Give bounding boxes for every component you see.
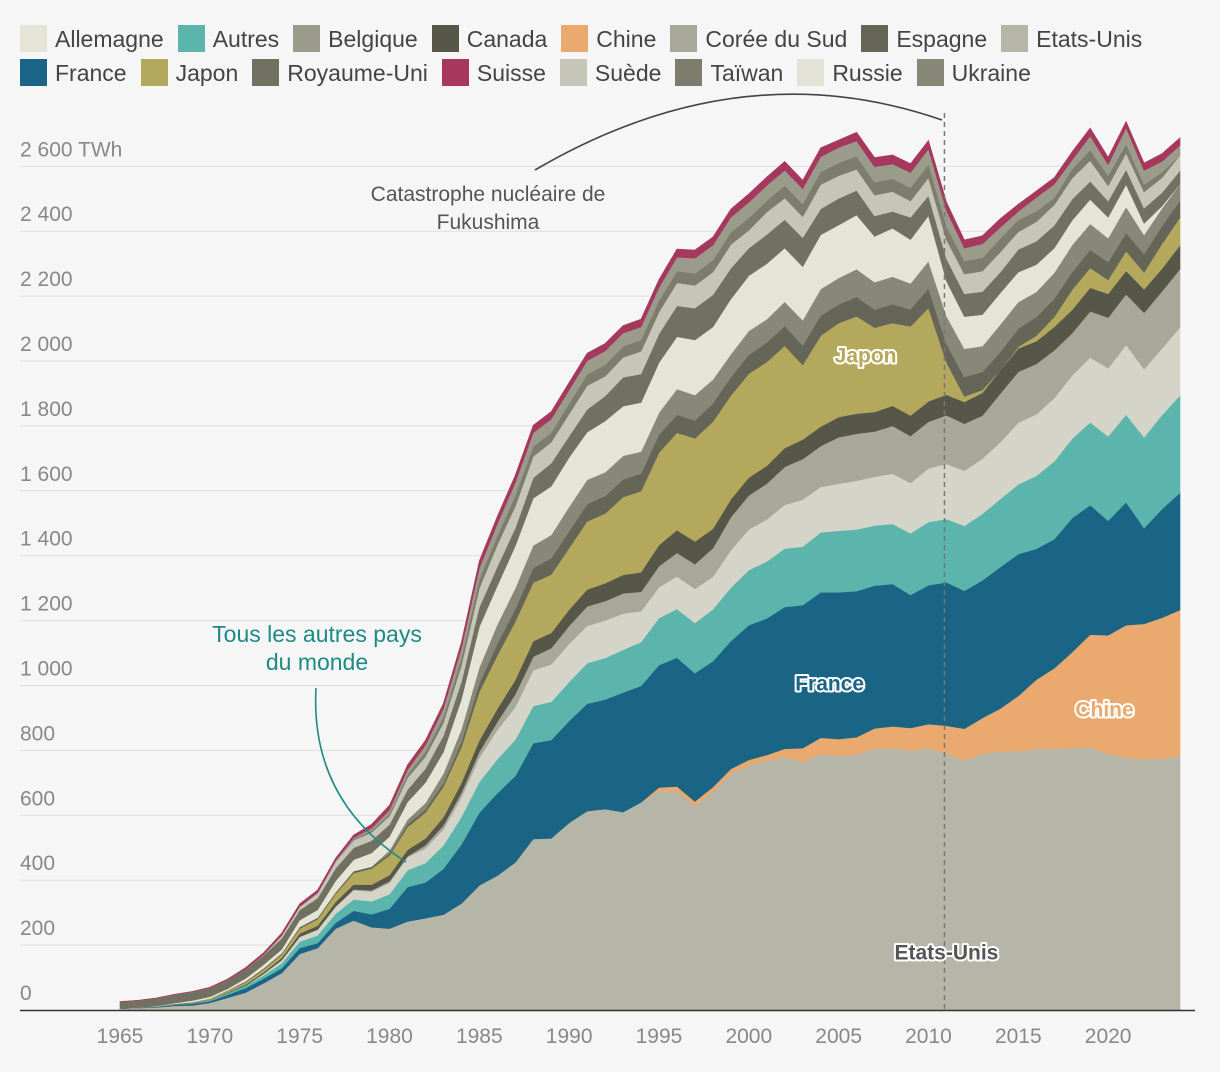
legend-swatch: [916, 59, 944, 86]
y-tick-label: 2 600 TWh: [20, 138, 122, 161]
legend-label: Allemagne: [55, 26, 164, 52]
x-tick-label: 1975: [276, 1025, 323, 1048]
x-tick-label: 1965: [97, 1025, 144, 1048]
y-tick-label: 2 000: [20, 333, 73, 356]
legend-item-coree-du-sud: Corée du Sud: [670, 22, 847, 56]
y-axis-ticks: 0 200 400 600 800 1 000 1 200 1 400 1 600 1 800 2 …: [20, 138, 122, 1005]
legend-item-france: France: [20, 56, 127, 90]
label-etats-unis: Etats-Unis: [895, 942, 999, 965]
y-tick-label: 2 400: [20, 203, 73, 226]
area-series: [119, 120, 1181, 1011]
y-tick-label: 400: [20, 852, 55, 875]
fukushima-connector: [534, 93, 943, 171]
x-tick-label: 2010: [905, 1025, 952, 1048]
others-label: Tous les autres pays: [212, 621, 422, 647]
legend-swatch: [797, 59, 825, 86]
legend-swatch: [441, 59, 469, 86]
legend-label: Taïwan: [710, 60, 784, 86]
legend-swatch: [431, 25, 459, 52]
legend-label: Japon: [175, 60, 239, 86]
legend-label: Belgique: [328, 26, 418, 52]
legend: Allemagne Autres Belgique Canada Chine Corée …: [20, 22, 1195, 90]
y-tick-label: 1 600: [20, 463, 73, 486]
x-tick-label: 1995: [636, 1025, 683, 1048]
legend-label: Suède: [594, 60, 662, 86]
legend-swatch: [561, 25, 589, 52]
legend-item-russie: Russie: [797, 56, 903, 90]
legend-item-autres: Autres: [177, 22, 280, 56]
legend-item-chine: Chine: [561, 22, 656, 56]
x-axis-ticks: 1965 1970 1975 1980 1985 1990 1995 2000 2005 2010…: [97, 1025, 1132, 1048]
legend-label: Russie: [832, 60, 903, 86]
legend-swatch: [1001, 25, 1029, 52]
legend-swatch: [177, 25, 205, 52]
fukushima-label: Catastrophe nucléaire de: [371, 183, 606, 206]
y-tick-label: 2 200: [20, 268, 73, 291]
x-tick-label: 2000: [725, 1025, 772, 1048]
legend-swatch: [252, 59, 280, 86]
legend-swatch: [675, 59, 703, 86]
y-tick-label: 600: [20, 787, 55, 810]
legend-item-japon: Japon: [140, 56, 239, 90]
x-tick-label: 1970: [186, 1025, 233, 1048]
y-tick-label: 200: [20, 917, 55, 940]
legend-item-espagne: Espagne: [861, 22, 987, 56]
legend-item-belgique: Belgique: [293, 22, 418, 56]
legend-swatch: [20, 25, 47, 52]
legend-item-suisse: Suisse: [441, 56, 546, 90]
legend-item-allemagne: Allemagne: [20, 22, 164, 56]
legend-item-suede: Suède: [559, 56, 662, 90]
legend-item-etats-unis: Etats-Unis: [1001, 22, 1142, 56]
fukushima-label-line2: Fukushima: [437, 211, 540, 234]
legend-label: France: [55, 60, 127, 86]
legend-swatch: [670, 25, 698, 52]
x-tick-label: 2005: [815, 1025, 862, 1048]
label-chine: Chine: [1075, 698, 1133, 721]
others-label-line2: du monde: [266, 649, 368, 675]
legend-label: Etats-Unis: [1036, 26, 1143, 52]
y-tick-label: 800: [20, 722, 55, 745]
others-connector: [314, 687, 407, 863]
y-tick-label: 1 800: [20, 398, 73, 421]
legend-label: Corée du Sud: [705, 26, 848, 52]
legend-label: Chine: [596, 26, 657, 52]
legend-label: Espagne: [896, 26, 988, 52]
legend-item-canada: Canada: [431, 22, 548, 56]
legend-item-ukraine: Ukraine: [916, 56, 1031, 90]
label-japon: Japon: [835, 345, 897, 368]
area-suisse: [119, 120, 1181, 1003]
legend-label: Canada: [466, 26, 548, 52]
y-tick-label: 1 400: [20, 528, 73, 551]
x-tick-label: 1990: [546, 1025, 593, 1048]
legend-swatch: [20, 59, 47, 86]
y-tick-label: 1 200: [20, 593, 73, 616]
legend-swatch: [559, 59, 587, 86]
legend-item-taiwan: Taïwan: [675, 56, 783, 90]
label-france: France: [795, 672, 864, 695]
y-tick-label: 1 000: [20, 658, 73, 681]
legend-label: Autres: [212, 26, 280, 52]
y-tick-label: 0: [20, 982, 32, 1005]
legend-label: Royaume-Uni: [287, 60, 428, 86]
legend-swatch: [140, 59, 168, 86]
x-tick-label: 2015: [995, 1025, 1042, 1048]
legend-item-royaume-uni: Royaume-Uni: [252, 56, 428, 90]
x-tick-label: 1980: [366, 1025, 413, 1048]
legend-label: Suisse: [476, 60, 546, 86]
legend-swatch: [861, 25, 889, 52]
legend-label: Ukraine: [951, 60, 1031, 86]
x-tick-label: 2020: [1085, 1025, 1132, 1048]
series-labels: Japon France Chine Etats-Unis: [793, 343, 1135, 967]
legend-swatch: [293, 25, 321, 52]
x-tick-label: 1985: [456, 1025, 503, 1048]
